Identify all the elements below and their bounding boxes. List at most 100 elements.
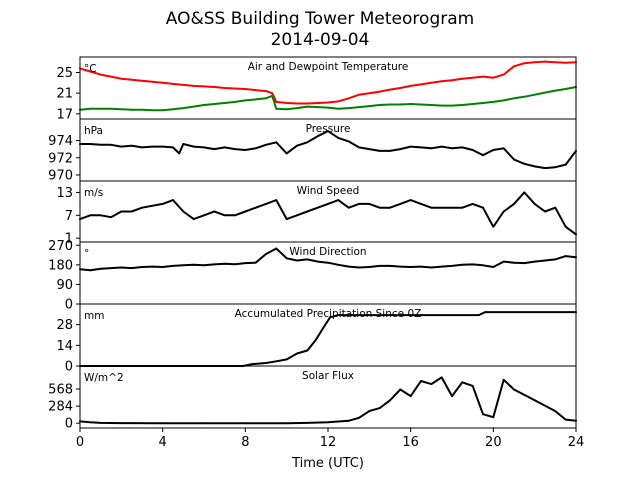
data-point [306,422,309,424]
panel-unit: hPa [84,125,103,137]
data-point [141,206,143,209]
data-point [451,147,453,150]
data-point [461,263,464,266]
data-point [296,352,298,355]
data-point [161,109,164,112]
data-point [275,247,278,250]
data-point [192,218,195,221]
data-point [347,419,350,422]
data-point [513,388,515,391]
data-point [492,266,495,268]
data-point [244,210,247,213]
data-point [182,264,185,267]
data-point [440,104,443,107]
data-point [120,210,123,213]
data-point [358,203,360,205]
data-point [523,262,526,264]
panel-5: 0 14 28 Accumulated Precipitation Since 0Z m… [56,303,577,375]
data-point [502,99,505,102]
data-point [99,214,102,217]
data-point [285,422,288,425]
data-point [368,92,371,95]
data-point [234,87,236,90]
data-point [192,145,195,148]
data-point [254,98,257,101]
data-point [492,225,495,228]
data-point [482,154,484,157]
x-tick-label: 0 [76,435,84,450]
data-point [234,148,236,151]
data-point [275,107,278,110]
data-point [213,263,216,266]
data-point [203,85,205,88]
data-point [358,416,360,419]
data-point [420,103,422,106]
data-point [161,145,164,148]
data-point [327,106,329,109]
series-line-1 [79,376,577,425]
data-point [430,206,433,209]
data-point [296,214,298,217]
data-point [564,88,567,90]
panel-1: 17 21 25 Air and Dewpoint Temperature °C [56,56,577,122]
data-point [99,422,102,424]
data-point [554,410,557,412]
data-point [161,422,164,425]
data-point [492,101,495,103]
data-point [451,206,453,209]
data-point [172,108,174,111]
data-point [513,158,515,161]
data-point [271,94,274,97]
data-point [316,206,319,209]
data-point [451,265,453,267]
x-tick-label: 4 [159,435,167,450]
data-point [89,70,92,73]
data-point [120,145,123,148]
data-point [306,258,309,261]
data-point [265,362,267,364]
x-tick-label: 24 [568,435,585,450]
panel-6: 0 284 568 Solar Flux W/m^2 [48,365,577,432]
data-point [389,399,391,402]
data-point [213,210,216,213]
series-line-1 [79,311,577,367]
data-point [172,199,174,202]
data-point [172,265,174,267]
data-point [502,147,505,150]
data-point [513,65,515,68]
data-point [182,210,185,213]
data-point [513,203,515,205]
data-point [99,267,102,270]
panel-2: 970 972 974 Pressure hPa [48,118,577,183]
data-point [399,87,402,89]
data-point [244,149,247,151]
data-point [161,266,164,268]
data-point [275,199,278,202]
data-point [502,260,505,263]
y-tick-label: 284 [48,400,73,415]
data-point [141,79,143,82]
data-point [130,78,133,81]
data-point [223,262,226,265]
x-tick-label: 20 [485,435,502,450]
data-point [358,266,360,269]
data-point [306,141,309,144]
data-point [533,260,536,263]
data-point [89,214,92,217]
data-point [564,163,567,166]
data-point [89,269,92,272]
data-point [254,147,257,150]
data-point [192,85,195,87]
data-point [110,75,112,78]
y-tick-label: 180 [48,258,73,273]
data-point [254,206,257,209]
data-point [337,314,340,316]
data-point [314,339,317,342]
y-tick-label: 974 [48,134,73,149]
data-point [120,266,123,269]
data-point [461,104,464,106]
data-point [203,146,205,149]
data-point [368,266,371,268]
series-line-2 [79,86,577,112]
panel-unit: °C [84,63,97,75]
